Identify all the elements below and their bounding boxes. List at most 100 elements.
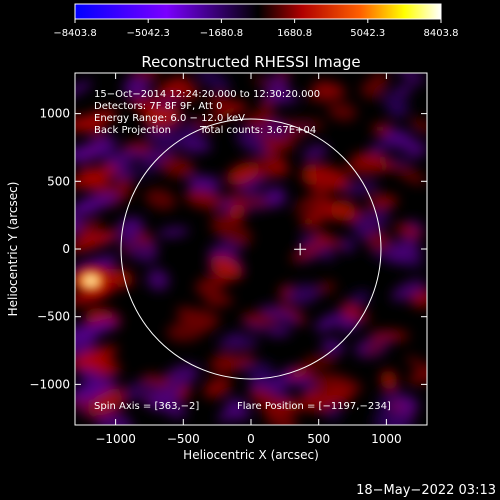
solar-disk-circle [120, 118, 382, 380]
pattern-blob [95, 412, 133, 425]
pattern-blob [157, 227, 190, 237]
annotation-line: Detectors: 7F 8F 9F, Att 0 [94, 101, 222, 112]
pattern-stripe [75, 109, 118, 132]
pattern-stripe [75, 378, 118, 402]
pattern-blob [242, 113, 271, 129]
pattern-blob [209, 351, 235, 372]
pattern-blob [203, 377, 232, 399]
pattern-blob [164, 80, 199, 102]
pattern-blob [264, 407, 297, 425]
pattern-blob [190, 118, 217, 131]
pattern-blob [314, 311, 347, 332]
annotation-line: Back Projection [94, 125, 171, 136]
pattern-blob [217, 405, 241, 422]
pattern-blob [228, 203, 246, 220]
pattern-blob [302, 144, 329, 160]
pattern-blob [385, 157, 413, 166]
pattern-blob [160, 378, 194, 392]
pattern-stripe [75, 137, 118, 160]
pattern-blob [217, 335, 259, 350]
flare-position-text: Flare Position = [−1197,−234] [237, 401, 391, 412]
pattern-blob [342, 181, 379, 195]
pattern-blob [407, 367, 427, 385]
y-tick-label: −1000 [29, 377, 70, 391]
annotation-block: 15−Oct−2014 12:24:20.000 to 12:30:20.000… [94, 89, 320, 136]
pattern-blob [207, 92, 232, 112]
y-tick-label: −500 [37, 310, 70, 324]
pattern-blob [396, 395, 419, 416]
pattern-blob [195, 73, 231, 91]
pattern-blob [260, 305, 299, 325]
pattern-blob [339, 237, 356, 254]
pattern-blob [124, 163, 164, 179]
colorbar-tick-label: 5042.3 [350, 28, 385, 39]
pattern-blob [204, 294, 234, 306]
pattern-blob [320, 339, 346, 353]
pattern-blob [266, 76, 290, 93]
pattern-blob [306, 119, 324, 130]
annotation-line: Energy Range: 6.0 − 12.0 keV [94, 113, 245, 124]
pattern-blob [304, 92, 335, 103]
pattern-blob [266, 326, 292, 337]
pattern-blob [366, 231, 392, 251]
spin-axis-text: Spin Axis = [363,−2] [94, 401, 199, 412]
pattern-stripe [75, 319, 118, 342]
pattern-blob [249, 388, 285, 414]
chart-title: Reconstructed RHESSI Image [141, 53, 360, 71]
pattern-blob [380, 370, 398, 390]
annotation-total-counts: Total counts: 3.67E+04 [199, 125, 316, 136]
pattern-blob [395, 84, 415, 95]
pattern-blob [352, 208, 390, 233]
pattern-blob [321, 373, 363, 393]
x-ticks: −1000 −500 0 500 1000 [95, 73, 402, 446]
pattern-blob [144, 188, 177, 210]
pattern-blob [103, 148, 141, 166]
x-tick-label: 0 [247, 432, 255, 446]
pattern-blob [383, 128, 415, 150]
pattern-blob [368, 139, 392, 156]
pattern-blob [299, 389, 337, 412]
pattern-blob [290, 239, 328, 262]
pattern-blob [210, 103, 246, 122]
pattern-blob [315, 164, 350, 192]
pattern-blob [146, 268, 170, 291]
hot-spot [75, 266, 109, 295]
annotation-line: 15−Oct−2014 12:24:20.000 to 12:30:20.000 [94, 89, 320, 100]
pattern-blob [210, 220, 231, 237]
pattern-blob [371, 73, 389, 89]
pattern-blob [118, 391, 145, 402]
pattern-blob [263, 186, 287, 208]
pattern-stripe [75, 229, 118, 252]
pattern-blob [162, 402, 188, 418]
y-tick-label: 1000 [39, 107, 70, 121]
pattern-blob [76, 368, 105, 384]
pattern-stripe [75, 193, 118, 216]
y-tick-label: 500 [47, 174, 70, 188]
pattern-blob [256, 132, 294, 152]
pattern-blob [267, 93, 290, 103]
pattern-blob [367, 194, 399, 208]
pattern-blob [330, 199, 356, 222]
pattern-blob [306, 371, 335, 390]
pattern-blob [269, 156, 288, 177]
pattern-blob [311, 229, 344, 248]
pattern-blob [277, 119, 306, 130]
colorbar-tick-label: −1680.8 [200, 28, 243, 39]
x-tick-label: −1000 [95, 432, 136, 446]
pattern-blob [195, 275, 227, 296]
pattern-blob [386, 240, 412, 263]
pattern-blob [161, 132, 190, 149]
pattern-blob [288, 364, 312, 379]
pattern-blob [344, 160, 383, 176]
pattern-blob [122, 77, 151, 98]
y-ticks: −1000 −500 0 500 1000 [29, 107, 427, 391]
hot-spot-core [85, 276, 96, 285]
pattern-blob [75, 218, 102, 238]
pattern-blob [394, 223, 423, 239]
pattern-blob [235, 128, 275, 157]
spin-axis-cross [294, 243, 307, 256]
pattern-blob [186, 309, 221, 327]
pattern-blob [285, 284, 320, 306]
pattern-blob [328, 102, 357, 121]
